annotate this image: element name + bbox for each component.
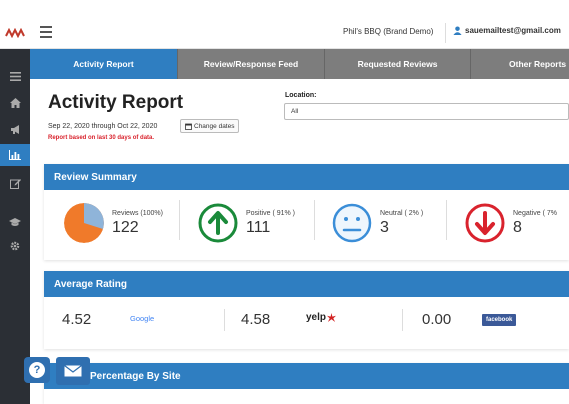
- metric-negative: Negative ( 7% 8: [465, 200, 557, 246]
- metric-reviews-label: Reviews (100%): [112, 209, 163, 217]
- metric-reviews-value: 122: [112, 218, 139, 236]
- down-arrow-icon: [465, 203, 505, 243]
- report-tabs: Activity Report Review/Response Feed Req…: [30, 49, 569, 79]
- sidebar-edit-icon[interactable]: [0, 172, 30, 194]
- yelp-rating: 4.58: [241, 311, 271, 328]
- calendar-icon: [185, 123, 192, 130]
- page-title: Activity Report: [48, 92, 184, 113]
- metric-divider: [314, 200, 315, 240]
- rating-divider: [402, 309, 403, 331]
- sidebar-settings-icon[interactable]: [0, 235, 30, 257]
- change-dates-label: Change dates: [194, 122, 235, 130]
- app-logo[interactable]: [0, 17, 30, 49]
- contact-button[interactable]: [56, 357, 90, 385]
- question-icon: ?: [29, 362, 45, 378]
- sidebar-training-icon[interactable]: [0, 211, 30, 233]
- sidebar-home-icon[interactable]: [0, 92, 30, 114]
- metric-positive: Positive ( 91% ) 111: [198, 200, 295, 246]
- neutral-face-icon: [332, 203, 372, 243]
- average-rating-panel: Average Rating 4.52 Google 4.58 yelp 0.0…: [44, 271, 569, 349]
- topbar-divider: [445, 23, 446, 43]
- help-button[interactable]: ?: [24, 357, 50, 383]
- metric-negative-value: 8: [513, 218, 522, 236]
- metric-neutral-label: Neutral ( 2% ): [380, 209, 424, 217]
- metric-reviews: Reviews (100%) 122: [64, 200, 163, 246]
- tab-activity-report[interactable]: Activity Report: [30, 49, 177, 79]
- top-bar: Phil's BBQ (Brand Demo) sauemailtest@gma…: [0, 17, 569, 49]
- review-summary-panel: Review Summary Reviews (100%) 122 Positi…: [44, 164, 569, 260]
- sidebar-menu-icon[interactable]: [0, 65, 30, 87]
- review-summary-title: Review Summary: [44, 164, 569, 190]
- envelope-icon: [64, 365, 82, 377]
- metric-positive-label: Positive ( 91% ): [246, 209, 296, 217]
- location-select[interactable]: All: [284, 103, 569, 120]
- google-logo: Google: [130, 314, 155, 323]
- tab-requested-reviews[interactable]: Requested Reviews: [324, 49, 470, 79]
- metric-neutral-value: 3: [380, 218, 389, 236]
- user-email: sauemailtest@gmail.com: [465, 26, 561, 35]
- brand-selector[interactable]: Phil's BBQ (Brand Demo): [343, 27, 434, 36]
- tab-review-response-feed[interactable]: Review/Response Feed: [177, 49, 324, 79]
- sidebar: [0, 49, 30, 404]
- menu-toggle-icon[interactable]: [40, 26, 52, 38]
- rating-divider: [224, 309, 225, 331]
- user-menu[interactable]: sauemailtest@gmail.com: [453, 26, 561, 35]
- pie-chart-icon: [64, 203, 104, 243]
- metric-positive-value: 111: [246, 218, 271, 236]
- google-rating: 4.52: [62, 311, 92, 328]
- metric-negative-label: Negative ( 7%: [513, 209, 557, 217]
- yelp-logo-group: yelp: [306, 312, 337, 323]
- location-label: Location:: [285, 92, 317, 99]
- tab-other-reports[interactable]: Other Reports: [470, 49, 569, 79]
- percentage-by-site-panel: Percentage By Site: [44, 363, 569, 404]
- up-arrow-icon: [198, 203, 238, 243]
- facebook-logo: facebook: [482, 314, 517, 326]
- yelp-burst-icon: [327, 313, 337, 322]
- percentage-by-site-title: Percentage By Site: [44, 363, 569, 389]
- average-rating-title: Average Rating: [44, 271, 569, 297]
- sidebar-reports-icon[interactable]: [0, 144, 30, 166]
- user-icon: [453, 26, 462, 35]
- metric-divider: [446, 200, 447, 240]
- metric-neutral: Neutral ( 2% ) 3: [332, 200, 423, 246]
- report-note: Report based on last 30 days of data.: [48, 135, 155, 141]
- metric-divider: [179, 200, 180, 240]
- change-dates-button[interactable]: Change dates: [180, 119, 240, 133]
- sidebar-megaphone-icon[interactable]: [0, 119, 30, 141]
- logo-icon: [5, 28, 25, 38]
- facebook-rating: 0.00: [422, 311, 452, 328]
- yelp-logo: yelp: [306, 312, 327, 323]
- date-range: Sep 22, 2020 through Oct 22, 2020: [48, 123, 158, 130]
